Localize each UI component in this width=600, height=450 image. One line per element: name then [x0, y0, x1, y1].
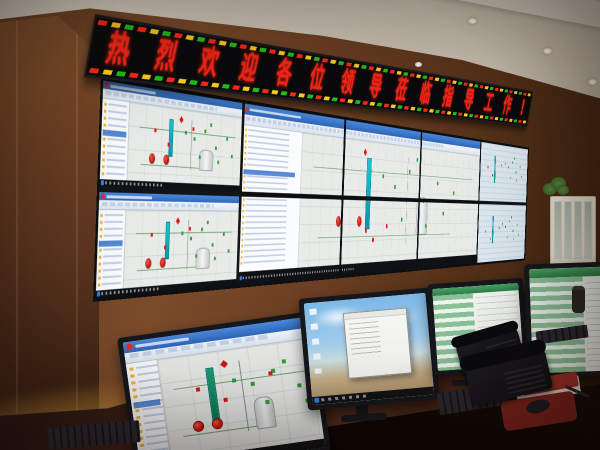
- windows-desktop: [303, 292, 435, 406]
- start-button-icon: [100, 179, 105, 186]
- wall-panel-bottom-left: [95, 192, 240, 298]
- valve-marks: [505, 162, 506, 165]
- alarm-marks: [364, 228, 367, 233]
- tank-icon: [252, 394, 278, 430]
- pump-icon: [160, 258, 166, 267]
- selected-tree-item: [243, 169, 295, 178]
- scada-tree-panel: [99, 98, 130, 181]
- valve-marks: [382, 174, 385, 179]
- led-char: 位: [306, 60, 328, 95]
- cabinet-glass-door: [554, 201, 562, 259]
- start-button-icon: [239, 275, 242, 281]
- wall-panel-top-left: [99, 80, 243, 192]
- red-valve-icon: [364, 148, 367, 156]
- wall-panel-bottom-right: [477, 204, 526, 263]
- column-level-bar: [492, 217, 494, 243]
- column-level-bar: [494, 156, 496, 183]
- wall-panel-top-right: [479, 141, 528, 203]
- scada-app: [99, 80, 243, 192]
- taskbar-icons: [321, 394, 367, 402]
- downlight-icon: [543, 48, 552, 54]
- scada-canvas: [123, 210, 239, 289]
- cabinet-glass-door: [564, 201, 572, 259]
- app-logo-icon: [245, 106, 249, 112]
- scada-app: [122, 316, 326, 450]
- alarm-trend-panel: [477, 204, 526, 263]
- scada-tree-panel: [95, 210, 127, 291]
- led-char: 迎: [236, 48, 261, 87]
- downlight-icon: [415, 62, 422, 67]
- valve-marks: [231, 377, 236, 383]
- selected-tree-item: [102, 129, 127, 138]
- left-wall-column: [0, 15, 99, 450]
- pump-icon: [193, 420, 205, 432]
- red-valve-icon: [179, 116, 183, 124]
- downlight-icon: [468, 18, 477, 24]
- led-char: 烈: [151, 35, 181, 77]
- led-char: 工: [481, 89, 496, 116]
- led-char: 各: [272, 54, 296, 92]
- pump-icon: [212, 418, 223, 429]
- dialog-window: [342, 307, 413, 379]
- scada-app: [95, 192, 240, 298]
- red-valve-icon: [176, 217, 180, 224]
- led-char: 欢: [196, 42, 223, 82]
- app-logo-icon: [104, 81, 109, 89]
- led-char: 莅: [392, 74, 410, 106]
- led-char: !: [518, 95, 527, 120]
- pump-icon: [145, 258, 151, 268]
- alarm-marks: [150, 233, 153, 237]
- pump-icon: [149, 153, 155, 163]
- selected-tree-item: [98, 239, 123, 247]
- alarm-trend-panel: [479, 141, 528, 203]
- taskbar-icons: [105, 181, 163, 187]
- alarm-marks: [195, 386, 200, 392]
- scada-canvas: [127, 102, 242, 186]
- app-logo-icon: [126, 343, 133, 351]
- column-level-bar: [206, 368, 220, 420]
- desk-monitor-windows: [298, 287, 440, 411]
- app-logo-icon: [100, 193, 105, 200]
- led-char: 导: [366, 70, 385, 103]
- tank-icon: [198, 149, 214, 172]
- start-button-icon: [96, 291, 101, 297]
- pump-icon: [357, 216, 362, 226]
- bottle: [572, 286, 585, 313]
- led-char: 热: [103, 27, 135, 72]
- column-level-bar: [365, 158, 372, 229]
- column-level-bar: [168, 119, 174, 156]
- valve-marks: [502, 222, 503, 225]
- table-rows: [584, 281, 600, 368]
- pump-icon: [163, 154, 169, 164]
- cabinet-glass-door: [574, 201, 582, 259]
- red-valve-icon: [220, 360, 229, 369]
- led-char: 作: [500, 92, 514, 119]
- led-char: 导: [461, 85, 477, 114]
- alarm-marks: [154, 128, 157, 133]
- downlight-icon: [588, 79, 597, 85]
- potted-plant: [541, 177, 571, 199]
- cabinet-glass-door: [584, 201, 592, 259]
- valve-marks: [181, 231, 184, 235]
- led-char: 临: [417, 78, 434, 109]
- dialog-text: [348, 319, 407, 359]
- alarm-marks: [487, 166, 489, 169]
- led-char: 指: [440, 82, 456, 111]
- start-button-icon: [314, 397, 320, 404]
- selected-tree-item: [133, 398, 161, 409]
- column-level-bar: [165, 222, 170, 259]
- scada-tree-panel: [239, 125, 303, 272]
- led-char: 领: [337, 65, 358, 99]
- tank-icon: [195, 247, 211, 270]
- valve-marks: [184, 130, 187, 135]
- alarm-marks: [485, 230, 487, 233]
